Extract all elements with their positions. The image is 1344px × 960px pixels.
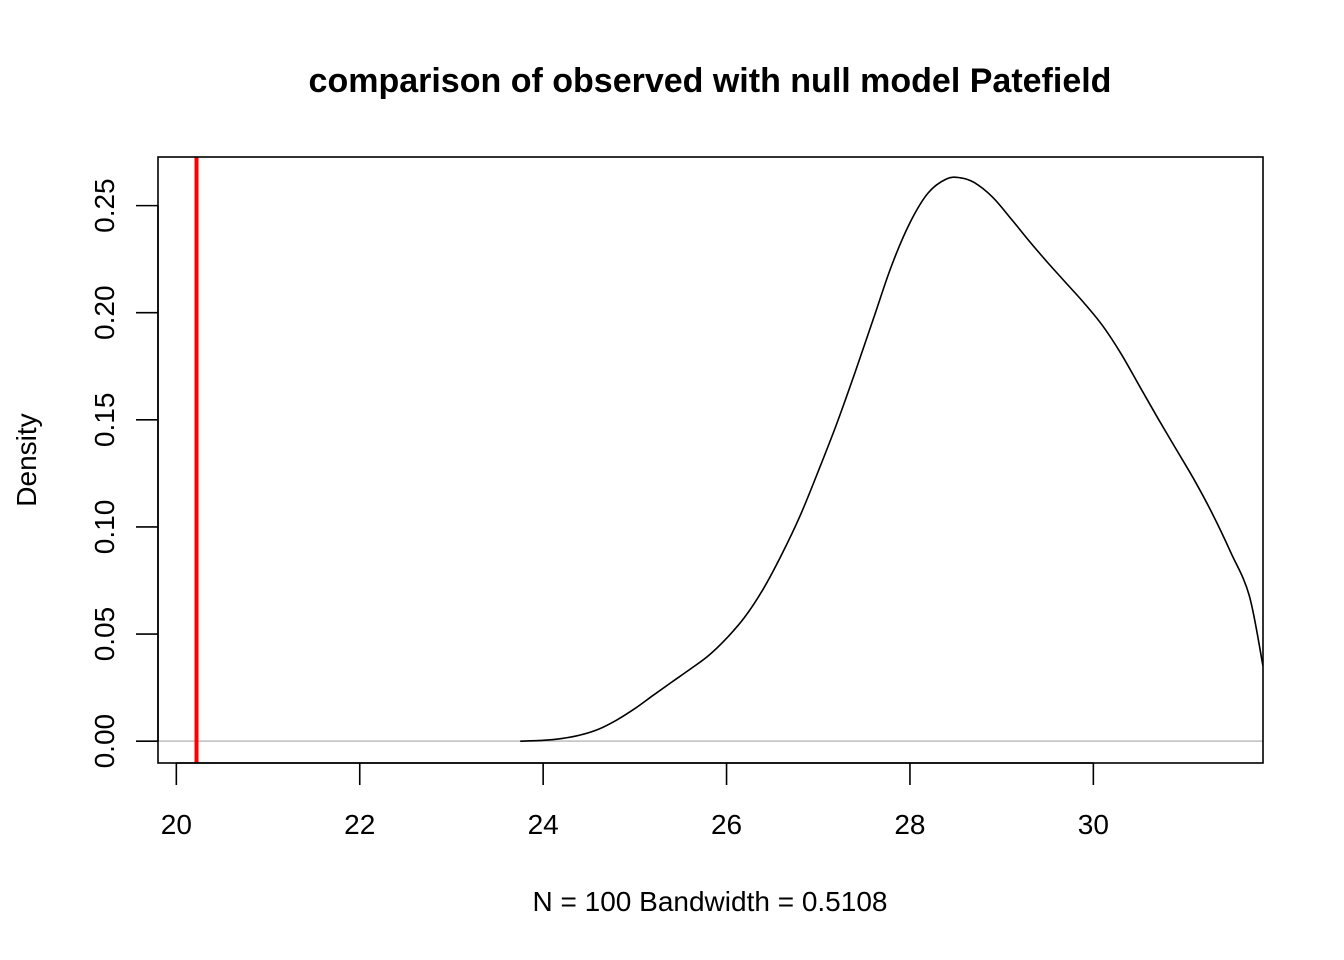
y-tick-label: 0.05: [89, 607, 120, 662]
plot-area: 20 22 24 26 28 30 0.00 0.05 0.10 0.15 0.20 0.25: [89, 156, 1264, 840]
y-tick-label: 0.25: [89, 178, 120, 233]
x-tick-label: 24: [528, 809, 559, 840]
density-curve-0: [520, 176, 1263, 742]
y-tick-label: 0.00: [89, 714, 120, 769]
y-tick-label: 0.20: [89, 285, 120, 340]
x-tick-label: 30: [1078, 809, 1109, 840]
plot-frame: [157, 156, 1264, 764]
x-tick-label: 20: [161, 809, 192, 840]
x-tick-label: 28: [894, 809, 925, 840]
x-axis-label: N = 100 Bandwidth = 0.5108: [533, 886, 888, 917]
chart-title: comparison of observed with null model P…: [309, 62, 1112, 100]
x-tick-label: 26: [711, 809, 742, 840]
y-tick-label: 0.10: [89, 500, 120, 555]
y-axis-label: Density: [11, 413, 42, 506]
y-tick-label: 0.15: [89, 393, 120, 448]
x-tick-label: 22: [344, 809, 375, 840]
